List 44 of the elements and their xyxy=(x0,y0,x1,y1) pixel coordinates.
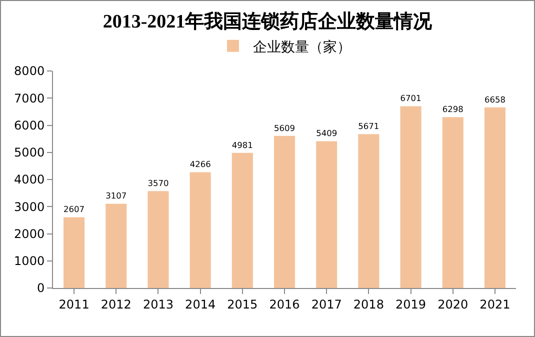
x-tick-label: 2018 xyxy=(353,297,384,312)
chart-title: 2013-2021年我国连锁药店企业数量情况 xyxy=(102,10,434,33)
data-label: 5609 xyxy=(274,122,295,133)
x-tick-label: 2014 xyxy=(185,297,216,312)
x-tick-label: 2011 xyxy=(58,297,90,312)
data-label: 6658 xyxy=(484,94,506,104)
x-tick-label: 2013 xyxy=(142,297,174,312)
x-tick-label: 2020 xyxy=(438,297,468,312)
data-label: 6701 xyxy=(400,93,422,104)
x-tick-label: 2017 xyxy=(311,297,342,312)
bar xyxy=(148,191,169,288)
bar xyxy=(64,217,85,288)
y-tick-label: 1000 xyxy=(14,254,45,268)
data-label: 5409 xyxy=(316,128,338,138)
x-tick-label: 2012 xyxy=(100,297,132,312)
data-label: 2607 xyxy=(64,204,85,214)
bar xyxy=(400,106,422,288)
data-label: 4266 xyxy=(190,159,211,170)
y-tick-label: 5000 xyxy=(14,146,45,160)
y-tick-label: 2000 xyxy=(14,226,45,241)
bar xyxy=(106,204,127,288)
bar xyxy=(484,107,506,288)
y-tick-label: 3000 xyxy=(14,200,45,214)
bar xyxy=(274,136,296,288)
y-tick-label: 8000 xyxy=(14,64,45,78)
data-label: 5671 xyxy=(358,121,380,132)
data-label: 3570 xyxy=(148,178,169,188)
data-label: 3107 xyxy=(106,190,127,201)
x-tick-label: 2015 xyxy=(227,297,258,312)
x-tick-label: 2019 xyxy=(395,297,426,312)
bar xyxy=(442,117,464,288)
x-tick-label: 2021 xyxy=(480,297,510,312)
data-label: 4981 xyxy=(232,140,253,150)
y-tick-label: 4000 xyxy=(14,172,45,187)
y-tick-label: 7000 xyxy=(14,91,45,106)
legend-label: 企业数量（家） xyxy=(253,39,351,56)
x-tick-label: 2016 xyxy=(269,297,300,312)
y-tick-label: 6000 xyxy=(14,118,45,132)
bar xyxy=(358,134,380,288)
bar xyxy=(190,172,211,288)
data-label: 6298 xyxy=(442,104,464,114)
bar xyxy=(316,141,338,288)
y-tick-label: 0 xyxy=(36,281,45,296)
bar xyxy=(232,152,253,288)
